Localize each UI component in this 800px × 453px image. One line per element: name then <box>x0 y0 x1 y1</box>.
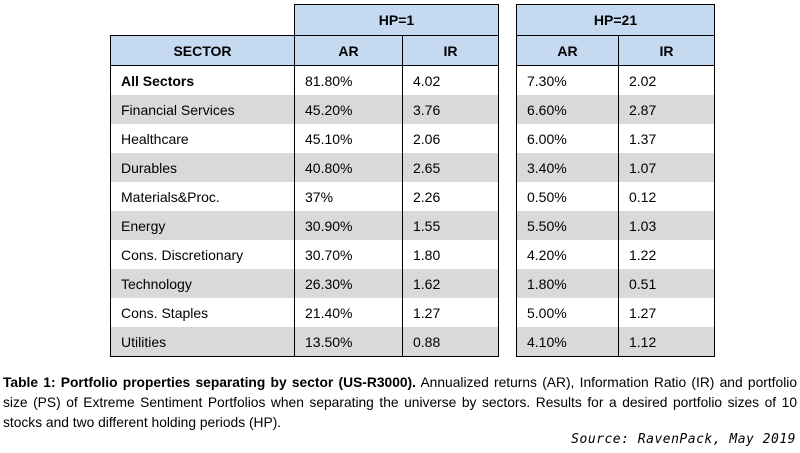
blank-header-cell <box>111 5 295 36</box>
hp1-ir-cell: 2.06 <box>401 124 500 153</box>
hp21-ar-cell: 6.60% <box>516 95 619 124</box>
hp1-ar-cell: 26.30% <box>294 269 403 298</box>
caption-title: Table 1: Portfolio properties separating… <box>3 375 416 390</box>
hp21-ar-cell: 5.00% <box>516 298 619 327</box>
table-row: Materials&Proc. 37% 2.26 <box>110 182 500 211</box>
table-row: All Sectors 81.80% 4.02 <box>110 65 500 95</box>
sector-cell: Materials&Proc. <box>110 182 295 211</box>
hp1-ir-cell: 1.62 <box>401 269 500 298</box>
table-row: Durables 40.80% 2.65 <box>110 153 500 182</box>
hp21-ar-cell: 4.10% <box>516 327 619 357</box>
hp21-ir-cell: 0.51 <box>617 269 716 298</box>
sector-cell: Durables <box>110 153 295 182</box>
table-row: 0.50% 0.12 <box>516 182 716 211</box>
table-row: Healthcare 45.10% 2.06 <box>110 124 500 153</box>
hp21-ar-cell: 0.50% <box>516 182 619 211</box>
hp21-ir-cell: 1.37 <box>617 124 716 153</box>
hp1-ir-cell: 4.02 <box>401 65 500 95</box>
hp1-ir-cell: 1.55 <box>401 211 500 240</box>
sector-cell: Healthcare <box>110 124 295 153</box>
table-row: Financial Services 45.20% 3.76 <box>110 95 500 124</box>
ar-column-header: AR <box>294 35 403 66</box>
hp21-ar-cell: 1.80% <box>516 269 619 298</box>
hp1-ar-cell: 45.20% <box>294 95 403 124</box>
hp1-ir-cell: 1.80 <box>401 240 500 269</box>
hp1-ar-cell: 40.80% <box>294 153 403 182</box>
table-caption: Table 1: Portfolio properties separating… <box>3 373 797 433</box>
hp1-ir-cell: 2.26 <box>401 182 500 211</box>
hp1-table: HP=1 SECTOR AR IR All Sectors 81.80% 4.02 F… <box>110 4 500 357</box>
sector-cell: Cons. Staples <box>110 298 295 327</box>
sector-cell: Financial Services <box>110 95 295 124</box>
sector-cell: Energy <box>110 211 295 240</box>
sector-cell: Technology <box>110 269 295 298</box>
hp21-ir-cell: 1.27 <box>617 298 716 327</box>
table-row: Utilities 13.50% 0.88 <box>110 327 500 357</box>
table-row: Cons. Staples 21.40% 1.27 <box>110 298 500 327</box>
table-row: 3.40% 1.07 <box>516 153 716 182</box>
hp21-ar-cell: 4.20% <box>516 240 619 269</box>
hp1-ir-cell: 2.65 <box>401 153 500 182</box>
hp21-ir-cell: 1.22 <box>617 240 716 269</box>
table-row: 5.50% 1.03 <box>516 211 716 240</box>
ir-column-header: IR <box>401 35 500 66</box>
sector-cell: Utilities <box>110 327 295 357</box>
hp1-ar-cell: 37% <box>294 182 403 211</box>
hp21-ir-cell: 1.03 <box>617 211 716 240</box>
table-row: 6.60% 2.87 <box>516 95 716 124</box>
table-row: 1.80% 0.51 <box>516 269 716 298</box>
table-row: 4.10% 1.12 <box>516 327 716 357</box>
hp1-ar-cell: 81.80% <box>294 65 403 95</box>
hp21-ir-cell: 1.07 <box>617 153 716 182</box>
hp21-ir-cell: 2.02 <box>617 65 716 95</box>
hp21-ir-cell: 2.87 <box>617 95 716 124</box>
hp21-table: HP=21 AR IR 7.30% 2.02 6.60% 2.87 6.00% 1.37 3… <box>515 4 716 357</box>
ar-column-header: AR <box>516 35 619 66</box>
sector-cell: All Sectors <box>110 65 295 95</box>
hp21-ar-cell: 3.40% <box>516 153 619 182</box>
hp21-ar-cell: 7.30% <box>516 65 619 95</box>
hp1-header: HP=1 <box>293 4 500 36</box>
table-row: 5.00% 1.27 <box>516 298 716 327</box>
table-row: 4.20% 1.22 <box>516 240 716 269</box>
hp1-ir-cell: 3.76 <box>401 95 500 124</box>
hp21-ar-cell: 6.00% <box>516 124 619 153</box>
table-row: 6.00% 1.37 <box>516 124 716 153</box>
hp1-ir-cell: 1.27 <box>401 298 500 327</box>
hp21-header: HP=21 <box>515 4 716 36</box>
hp21-table-body: 7.30% 2.02 6.60% 2.87 6.00% 1.37 3.40% 1.07 0.50… <box>516 65 716 357</box>
hp1-table-body: All Sectors 81.80% 4.02 Financial Services 4… <box>110 65 500 357</box>
ir-column-header: IR <box>617 35 716 66</box>
hp1-ar-cell: 45.10% <box>294 124 403 153</box>
hp21-ar-cell: 5.50% <box>516 211 619 240</box>
hp21-ir-cell: 1.12 <box>617 327 716 357</box>
sector-column-header: SECTOR <box>110 35 295 66</box>
hp1-ar-cell: 13.50% <box>294 327 403 357</box>
source-note: Source: RavenPack, May 2019 <box>571 432 796 447</box>
table-row: 7.30% 2.02 <box>516 65 716 95</box>
table-row: Cons. Discretionary 30.70% 1.80 <box>110 240 500 269</box>
table-row: Energy 30.90% 1.55 <box>110 211 500 240</box>
sector-cell: Cons. Discretionary <box>110 240 295 269</box>
hp1-ar-cell: 30.90% <box>294 211 403 240</box>
hp1-ar-cell: 21.40% <box>294 298 403 327</box>
hp21-ir-cell: 0.12 <box>617 182 716 211</box>
hp1-ir-cell: 0.88 <box>401 327 500 357</box>
caption-text: Annualized returns (AR), Information Rat… <box>3 375 797 430</box>
hp1-ar-cell: 30.70% <box>294 240 403 269</box>
table-row: Technology 26.30% 1.62 <box>110 269 500 298</box>
